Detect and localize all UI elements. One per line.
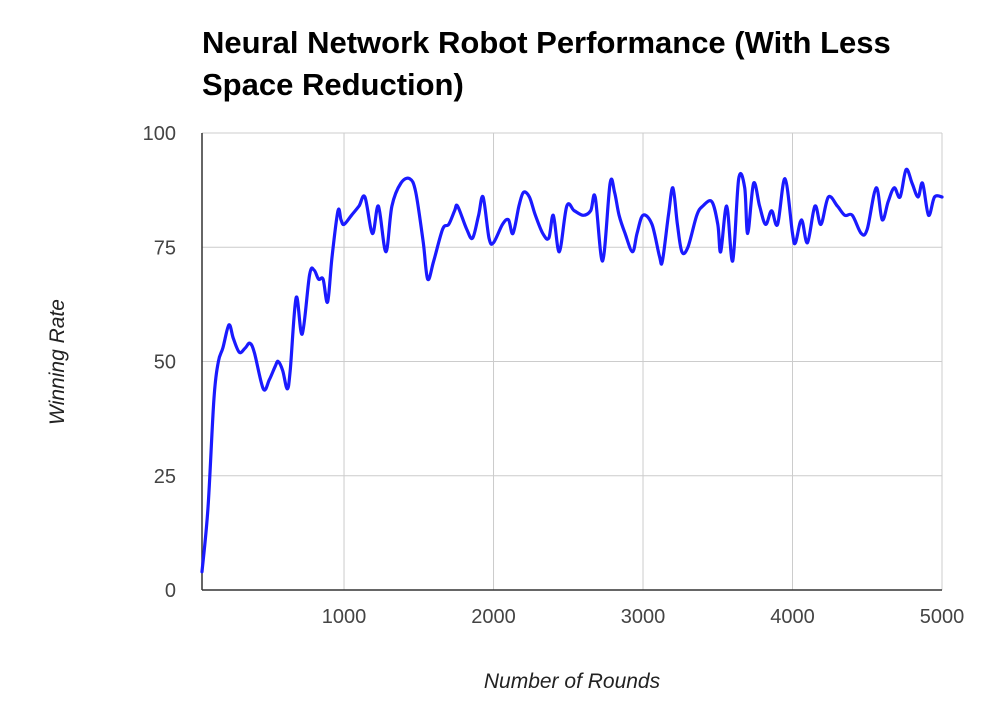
- x-axis-title: Number of Rounds: [484, 670, 661, 693]
- x-tick-label: 2000: [471, 606, 516, 628]
- x-tick-label: 1000: [322, 606, 367, 628]
- y-axis-title: Winning Rate: [46, 299, 69, 425]
- x-axis-ticks: 1000 2000 3000 4000 5000: [322, 606, 964, 628]
- y-tick-label: 100: [143, 123, 176, 145]
- gridlines: [202, 132, 943, 591]
- y-axis-ticks: 0 25 50 75 100: [143, 123, 176, 602]
- y-tick-label: 0: [165, 580, 176, 602]
- chart-title: Neural Network Robot Performance (With L…: [202, 25, 891, 102]
- y-tick-label: 75: [154, 237, 176, 259]
- x-tick-label: 3000: [621, 606, 666, 628]
- y-tick-label: 50: [154, 352, 176, 374]
- plot-frame: [201, 133, 942, 591]
- x-tick-label: 5000: [920, 606, 965, 628]
- series-layer: [200, 167, 944, 574]
- series-line-0: [200, 167, 944, 574]
- y-tick-label: 25: [154, 466, 176, 488]
- x-tick-label: 4000: [770, 606, 815, 628]
